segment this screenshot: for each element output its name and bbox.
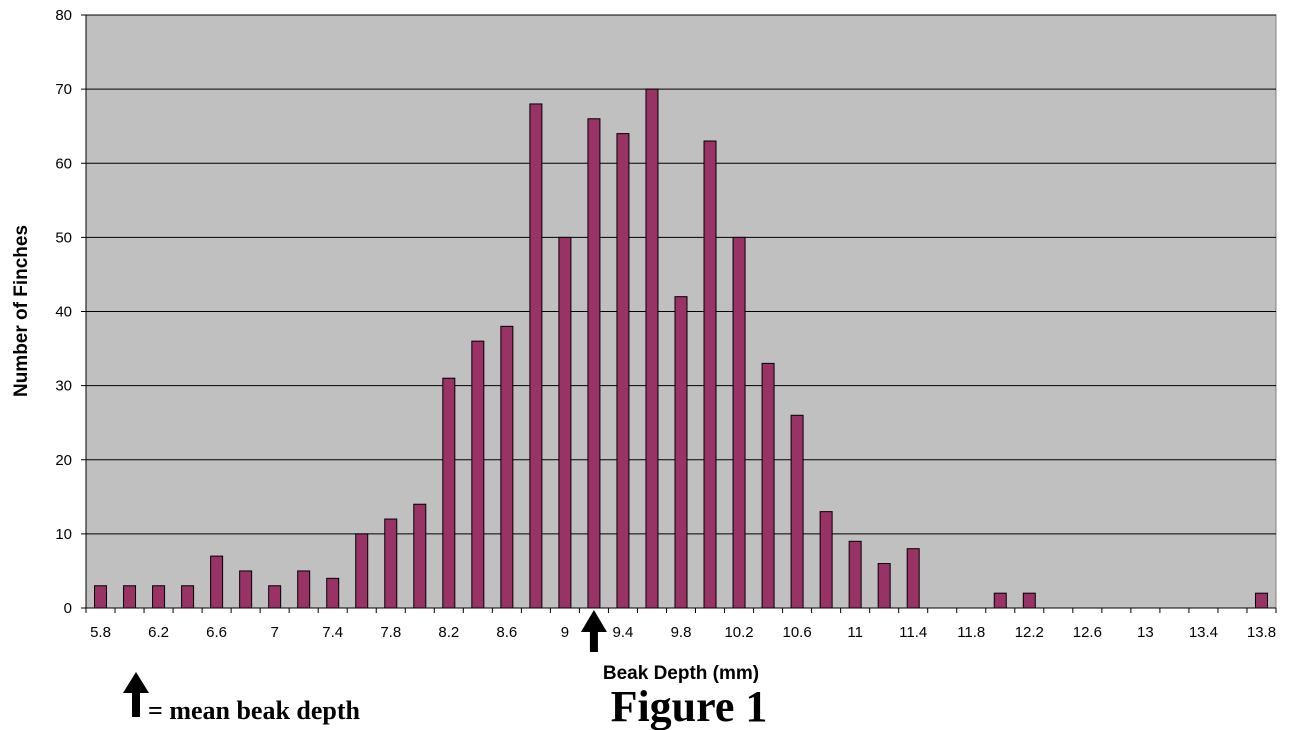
x-tick-label: 7.8: [380, 624, 401, 641]
mean-arrow-icon: [580, 610, 607, 652]
gridlines: [86, 14, 1276, 535]
bar: [94, 585, 108, 609]
x-tick-label: 7: [270, 624, 278, 641]
y-tick-label: 40: [55, 304, 72, 321]
y-axis-title: Number of Finches: [11, 225, 32, 397]
y-tick-label: 50: [55, 229, 72, 246]
x-tick-label: 12.6: [1073, 624, 1102, 641]
bar: [790, 414, 804, 609]
x-tick-label: 8.6: [496, 624, 517, 641]
y-tick-label: 30: [55, 378, 72, 395]
y-tick-label: 10: [55, 526, 72, 543]
x-tick-labels: 5.8 6.2 6.6 7 7.4 7.8 8.2 8.6 9 9.4 9.8 10.2 10.6 11 1…: [85, 608, 1277, 641]
x-axis-title: Beak Depth (mm): [603, 663, 759, 684]
bar: [326, 577, 340, 609]
y-tick-label: 60: [55, 155, 72, 172]
y-tick-labels: 0 10 20 30 40 50 60 70 80: [55, 7, 86, 617]
x-tick-label: 10.2: [724, 624, 753, 641]
bar: [645, 88, 659, 609]
bar: [297, 570, 311, 609]
bar: [181, 585, 195, 609]
y-tick-label: 70: [55, 81, 72, 98]
bar: [1254, 592, 1268, 609]
x-tick-label: 6.6: [206, 624, 227, 641]
bar: [993, 592, 1007, 609]
bar: [500, 325, 514, 609]
y-tick-label: 20: [55, 452, 72, 469]
bar: [529, 103, 543, 609]
x-tick-label: 13: [1137, 624, 1154, 641]
bar: [268, 585, 282, 609]
x-tick-label: 12.2: [1015, 624, 1044, 641]
bar: [239, 570, 253, 609]
bar: [471, 340, 485, 609]
bar: [732, 236, 746, 609]
x-tick-label: 8.2: [438, 624, 459, 641]
x-tick-label: 7.4: [322, 624, 343, 641]
x-tick-label: 10.6: [782, 624, 811, 641]
y-tick-label: 0: [64, 600, 72, 617]
bar: [616, 133, 630, 609]
figure-label: Figure 1: [611, 682, 768, 730]
y-tick-label: 80: [55, 7, 72, 24]
bar: [761, 362, 775, 609]
x-tick-label: 5.8: [90, 624, 111, 641]
bar: [384, 518, 398, 609]
bar: [877, 563, 891, 609]
bar: [906, 548, 920, 609]
bar: [1022, 592, 1036, 609]
x-tick-label: 11.8: [957, 624, 985, 641]
x-tick-label: 13.4: [1189, 624, 1218, 641]
bar: [819, 511, 833, 609]
bar: [703, 140, 717, 609]
bar: [152, 585, 166, 609]
x-tick-label: 6.2: [148, 624, 169, 641]
x-tick-label: 11: [847, 624, 863, 641]
bar: [123, 585, 137, 609]
bar: [210, 555, 224, 609]
bar: [674, 296, 688, 609]
legend: = mean beak depth: [123, 672, 361, 725]
x-tick-label: 13.8: [1247, 624, 1276, 641]
bar: [355, 533, 369, 609]
bar: [848, 540, 862, 609]
legend-text: = mean beak depth: [148, 696, 361, 725]
legend-arrow-icon: [123, 672, 149, 717]
bar: [558, 236, 572, 609]
bar: [587, 118, 601, 609]
bar: [442, 377, 456, 609]
bar: [413, 503, 427, 609]
x-tick-label: 11.4: [899, 624, 927, 641]
x-tick-label: 9.4: [613, 624, 634, 641]
x-tick-label: 9: [561, 624, 569, 641]
x-tick-label: 9.8: [671, 624, 692, 641]
